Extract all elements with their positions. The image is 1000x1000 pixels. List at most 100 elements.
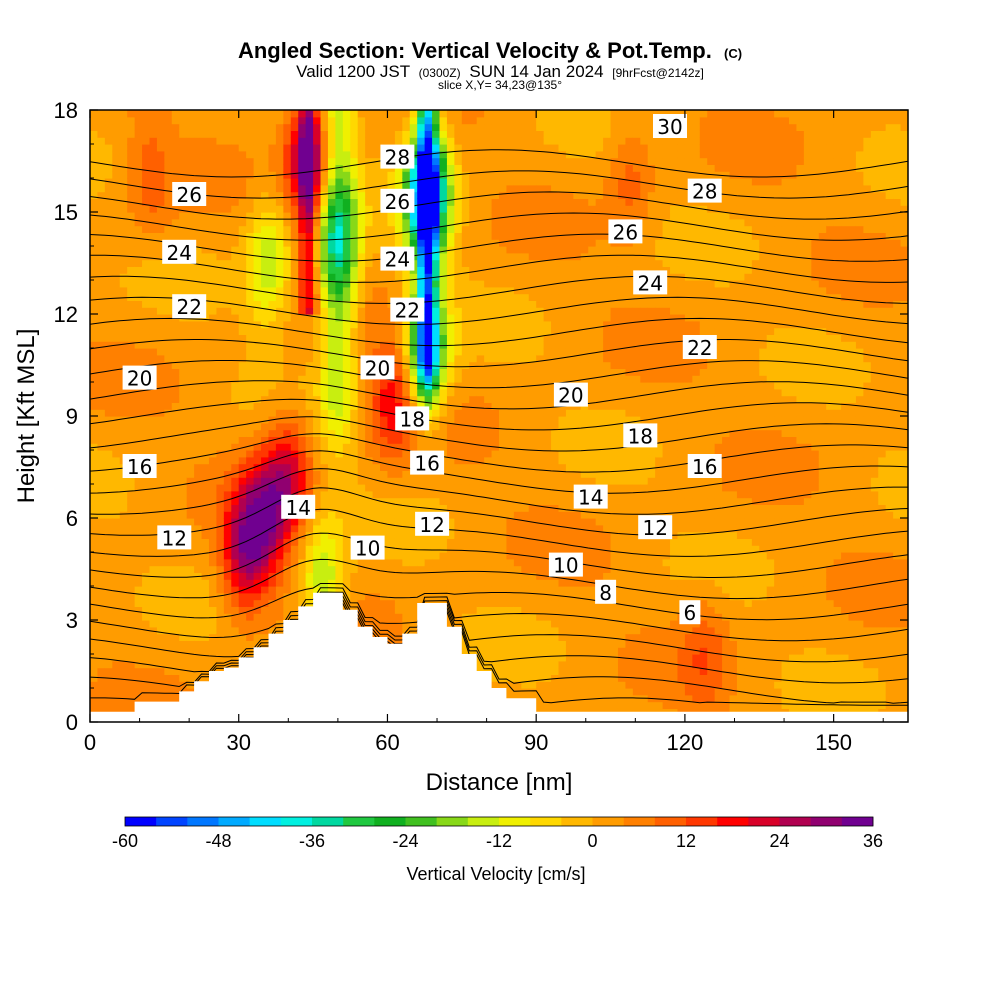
- isotherm-line: [90, 360, 908, 389]
- colorbar-tick-label: 0: [587, 831, 597, 851]
- isotherm-label: 6: [679, 600, 701, 625]
- isotherm-label: 10: [548, 552, 583, 578]
- colorbar-swatch: [187, 817, 219, 826]
- colorbar-swatch: [717, 817, 749, 826]
- x-tick-label: 90: [524, 730, 548, 755]
- colorbar-swatch: [374, 817, 406, 826]
- isotherm-line: [90, 558, 908, 600]
- colorbar-swatch: [280, 817, 313, 826]
- isotherm-line: [90, 149, 908, 178]
- y-tick-label: 18: [54, 98, 78, 123]
- isotherm-label: 24: [162, 239, 197, 265]
- y-tick-label: 0: [66, 710, 78, 735]
- y-tick-label: 3: [66, 608, 78, 633]
- isotherm-label: 18: [623, 423, 658, 448]
- colorbar-swatch: [654, 817, 687, 826]
- colorbar-swatch: [623, 817, 656, 826]
- isotherm-line: [90, 487, 908, 536]
- colorbar-tick-label: -12: [486, 831, 512, 851]
- x-tick-label: 60: [375, 730, 399, 755]
- colorbar-swatch: [156, 817, 188, 826]
- colorbar-swatch: [249, 817, 282, 826]
- isotherm-line: [90, 296, 908, 325]
- isotherm-label: 18: [395, 406, 430, 431]
- colorbar-swatch: [218, 817, 250, 826]
- isotherm-line: [90, 275, 908, 304]
- isotherm-label: 28: [380, 144, 415, 170]
- colorbar-swatch: [405, 817, 437, 826]
- isotherm-label: 22: [682, 335, 717, 360]
- colorbar-tick-label: 24: [769, 831, 789, 851]
- x-tick-label: 30: [226, 730, 250, 755]
- colorbar-swatch: [686, 817, 718, 826]
- colorbar-swatch: [530, 817, 562, 826]
- isotherm-label: 22: [390, 297, 425, 323]
- x-axis-label: Distance [nm]: [426, 769, 573, 796]
- isotherm-label: 12: [638, 515, 673, 540]
- isotherm-label: 16: [410, 450, 445, 476]
- isotherm-line: [90, 191, 908, 220]
- isotherm-label: 16: [122, 454, 157, 479]
- colorbar-swatch: [561, 817, 593, 826]
- y-tick-label: 6: [66, 506, 78, 531]
- x-tick-label: 150: [815, 730, 852, 755]
- y-tick-label: 12: [54, 302, 78, 327]
- isotherm-line: [90, 170, 908, 199]
- isotherm-line: [90, 468, 908, 515]
- colorbar-tick-label: 12: [676, 831, 696, 851]
- isotherm-line: [90, 339, 908, 368]
- isotherm-line: [90, 591, 908, 663]
- title-units: (C): [724, 46, 742, 61]
- isotherm-label: 12: [157, 525, 192, 550]
- isotherm-label: 28: [687, 178, 722, 204]
- isotherm-line: [90, 233, 908, 262]
- colorbar-swatch: [125, 817, 157, 826]
- isotherm-label: 14: [573, 484, 608, 510]
- colorbar-swatch: [467, 817, 500, 826]
- colorbar-label: Vertical Velocity [cm/s]: [406, 864, 585, 884]
- isotherm-lines: [90, 149, 908, 706]
- colorbar-tick-label: -24: [392, 831, 418, 851]
- isotherm-label: 16: [687, 454, 722, 479]
- isotherm-line: [90, 602, 908, 706]
- colorbar-tick-label: 36: [863, 831, 883, 851]
- isotherm-label: 20: [122, 365, 157, 391]
- colorbar-swatch: [499, 817, 531, 826]
- x-tick-label: 0: [84, 730, 96, 755]
- subtitle-valid: Valid 1200 JST: [296, 62, 410, 81]
- colorbar-swatch: [810, 817, 843, 826]
- isotherm-line: [90, 450, 908, 494]
- subtitle-utc: (0300Z): [419, 66, 461, 80]
- isotherm-line: [90, 433, 908, 473]
- isotherm-line: [90, 508, 908, 557]
- isotherm-line: [90, 599, 908, 704]
- colorbar-tick-label: -60: [112, 831, 138, 851]
- colorbar-swatch: [343, 817, 375, 826]
- isotherm-label: 12: [415, 511, 450, 537]
- y-tick-label: 9: [66, 404, 78, 429]
- isotherm-line: [90, 212, 908, 241]
- isotherm-label: 24: [633, 270, 668, 295]
- isotherm-label: 30: [653, 114, 687, 139]
- x-tick-label: 120: [667, 730, 704, 755]
- isotherm-label: 26: [172, 182, 207, 207]
- chart-title: Angled Section: Vertical Velocity & Pot.…: [238, 38, 712, 63]
- figure-title-block: Angled Section: Vertical Velocity & Pot.…: [238, 38, 742, 92]
- colorbar-swatch: [779, 817, 811, 826]
- y-tick-label: 15: [54, 200, 78, 225]
- isotherm-label: 22: [172, 294, 207, 319]
- subtitle-date: SUN 14 Jan 2024: [469, 62, 603, 81]
- isotherm-line: [90, 583, 908, 621]
- isotherm-line: [90, 254, 908, 283]
- isotherm-line: [90, 587, 908, 642]
- isotherm-label: 20: [553, 382, 588, 408]
- isotherm-labels: 6 8 10 10 12 12 12 14 14 16 16 16 18 18 20 20 20 22 22 22 24…: [122, 114, 722, 625]
- isotherm-line: [90, 595, 908, 684]
- colorbar-tick-label: -48: [205, 831, 231, 851]
- isotherm-label: 10: [350, 535, 385, 561]
- isotherm-line: [90, 380, 908, 410]
- terrain: [90, 592, 908, 722]
- colorbar-swatch: [436, 817, 469, 826]
- svg-text:Angled Section: Vertical Veloc: Angled Section: Vertical Velocity & Pot.…: [238, 38, 742, 63]
